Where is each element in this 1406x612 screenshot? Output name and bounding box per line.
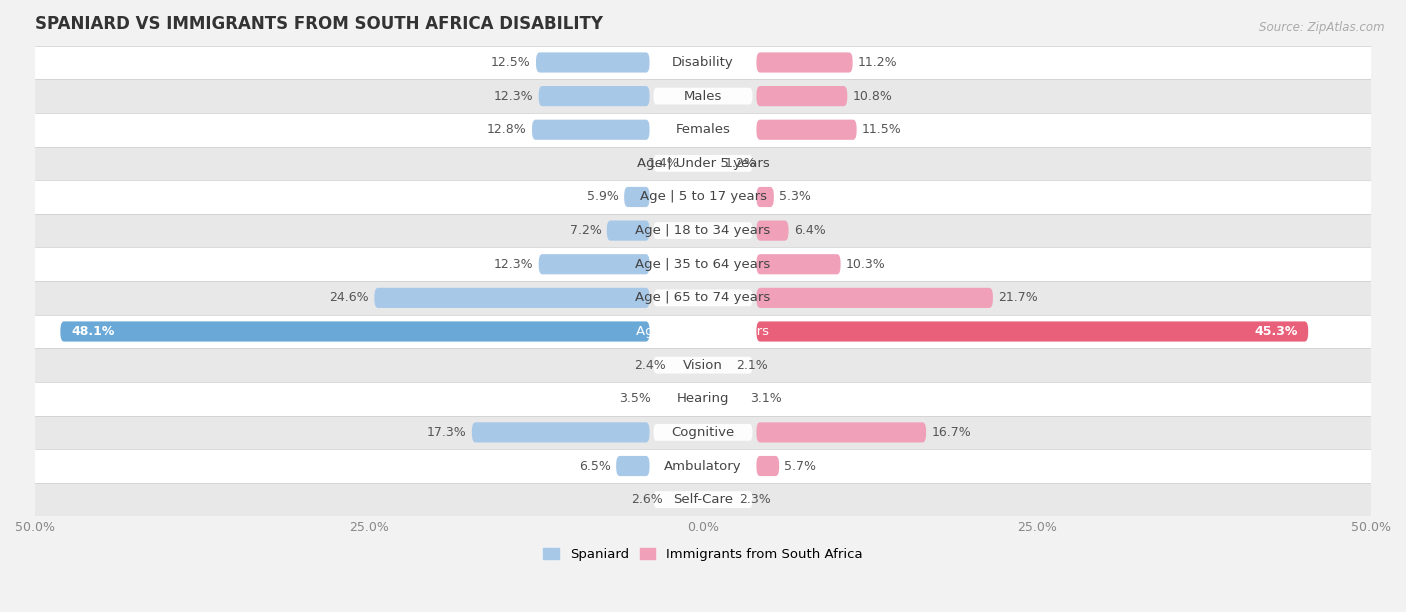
FancyBboxPatch shape: [756, 220, 789, 241]
Text: SPANIARD VS IMMIGRANTS FROM SOUTH AFRICA DISABILITY: SPANIARD VS IMMIGRANTS FROM SOUTH AFRICA…: [35, 15, 603, 33]
Text: Age | 65 to 74 years: Age | 65 to 74 years: [636, 291, 770, 304]
FancyBboxPatch shape: [654, 289, 752, 306]
FancyBboxPatch shape: [654, 458, 752, 474]
Bar: [35, 348, 1371, 382]
Text: 7.2%: 7.2%: [569, 224, 602, 237]
Bar: [35, 449, 1371, 483]
FancyBboxPatch shape: [538, 254, 650, 274]
Text: 10.3%: 10.3%: [846, 258, 886, 271]
FancyBboxPatch shape: [756, 288, 993, 308]
Bar: [35, 382, 1371, 416]
FancyBboxPatch shape: [538, 86, 650, 106]
Text: 45.3%: 45.3%: [1254, 325, 1298, 338]
Text: 6.5%: 6.5%: [579, 460, 610, 472]
Text: 12.3%: 12.3%: [494, 258, 533, 271]
Text: 1.2%: 1.2%: [724, 157, 756, 170]
Bar: [35, 214, 1371, 247]
Text: 6.4%: 6.4%: [794, 224, 825, 237]
Text: 3.1%: 3.1%: [749, 392, 782, 405]
Text: 11.2%: 11.2%: [858, 56, 897, 69]
Text: 12.5%: 12.5%: [491, 56, 530, 69]
Bar: [35, 80, 1371, 113]
Text: 2.3%: 2.3%: [740, 493, 770, 506]
FancyBboxPatch shape: [374, 288, 650, 308]
Text: Age | 5 to 17 years: Age | 5 to 17 years: [640, 190, 766, 203]
Text: Vision: Vision: [683, 359, 723, 371]
FancyBboxPatch shape: [654, 390, 752, 407]
Text: 12.3%: 12.3%: [494, 89, 533, 103]
Text: Self-Care: Self-Care: [673, 493, 733, 506]
FancyBboxPatch shape: [654, 256, 752, 273]
Text: Age | 35 to 64 years: Age | 35 to 64 years: [636, 258, 770, 271]
Text: 2.6%: 2.6%: [631, 493, 662, 506]
FancyBboxPatch shape: [654, 188, 752, 206]
Bar: [35, 281, 1371, 315]
FancyBboxPatch shape: [654, 155, 752, 172]
Text: 24.6%: 24.6%: [329, 291, 368, 304]
Text: Age | Over 75 years: Age | Over 75 years: [637, 325, 769, 338]
Text: Males: Males: [683, 89, 723, 103]
Text: Females: Females: [675, 123, 731, 136]
Bar: [35, 247, 1371, 281]
Text: Cognitive: Cognitive: [672, 426, 734, 439]
Bar: [35, 315, 1371, 348]
Text: Age | 18 to 34 years: Age | 18 to 34 years: [636, 224, 770, 237]
Text: 2.1%: 2.1%: [737, 359, 768, 371]
Text: 3.5%: 3.5%: [619, 392, 651, 405]
FancyBboxPatch shape: [536, 53, 650, 73]
FancyBboxPatch shape: [654, 54, 752, 71]
Text: Age | Under 5 years: Age | Under 5 years: [637, 157, 769, 170]
FancyBboxPatch shape: [654, 121, 752, 138]
FancyBboxPatch shape: [756, 456, 779, 476]
Bar: [35, 46, 1371, 80]
Bar: [35, 416, 1371, 449]
Text: 1.4%: 1.4%: [647, 157, 679, 170]
Text: Ambulatory: Ambulatory: [664, 460, 742, 472]
FancyBboxPatch shape: [616, 456, 650, 476]
FancyBboxPatch shape: [472, 422, 650, 442]
Text: 2.4%: 2.4%: [634, 359, 665, 371]
Text: 5.9%: 5.9%: [586, 190, 619, 203]
Bar: [35, 483, 1371, 517]
Text: 12.8%: 12.8%: [486, 123, 527, 136]
FancyBboxPatch shape: [756, 254, 841, 274]
FancyBboxPatch shape: [607, 220, 650, 241]
Text: Hearing: Hearing: [676, 392, 730, 405]
Text: Source: ZipAtlas.com: Source: ZipAtlas.com: [1260, 21, 1385, 34]
FancyBboxPatch shape: [654, 88, 752, 105]
Text: 5.3%: 5.3%: [779, 190, 811, 203]
FancyBboxPatch shape: [756, 422, 927, 442]
FancyBboxPatch shape: [654, 222, 752, 239]
Bar: [35, 146, 1371, 180]
FancyBboxPatch shape: [654, 424, 752, 441]
Text: 5.7%: 5.7%: [785, 460, 817, 472]
FancyBboxPatch shape: [756, 187, 773, 207]
Text: 11.5%: 11.5%: [862, 123, 901, 136]
FancyBboxPatch shape: [756, 53, 852, 73]
Bar: [35, 180, 1371, 214]
FancyBboxPatch shape: [654, 357, 752, 373]
Text: 10.8%: 10.8%: [852, 89, 893, 103]
Text: 48.1%: 48.1%: [72, 325, 114, 338]
FancyBboxPatch shape: [60, 321, 650, 341]
Text: 16.7%: 16.7%: [931, 426, 972, 439]
FancyBboxPatch shape: [531, 120, 650, 140]
Bar: [35, 113, 1371, 146]
Text: 21.7%: 21.7%: [998, 291, 1038, 304]
Text: Disability: Disability: [672, 56, 734, 69]
FancyBboxPatch shape: [756, 321, 1308, 341]
FancyBboxPatch shape: [624, 187, 650, 207]
FancyBboxPatch shape: [756, 86, 848, 106]
Legend: Spaniard, Immigrants from South Africa: Spaniard, Immigrants from South Africa: [538, 543, 868, 566]
Text: 17.3%: 17.3%: [427, 426, 467, 439]
FancyBboxPatch shape: [654, 491, 752, 508]
FancyBboxPatch shape: [756, 120, 856, 140]
